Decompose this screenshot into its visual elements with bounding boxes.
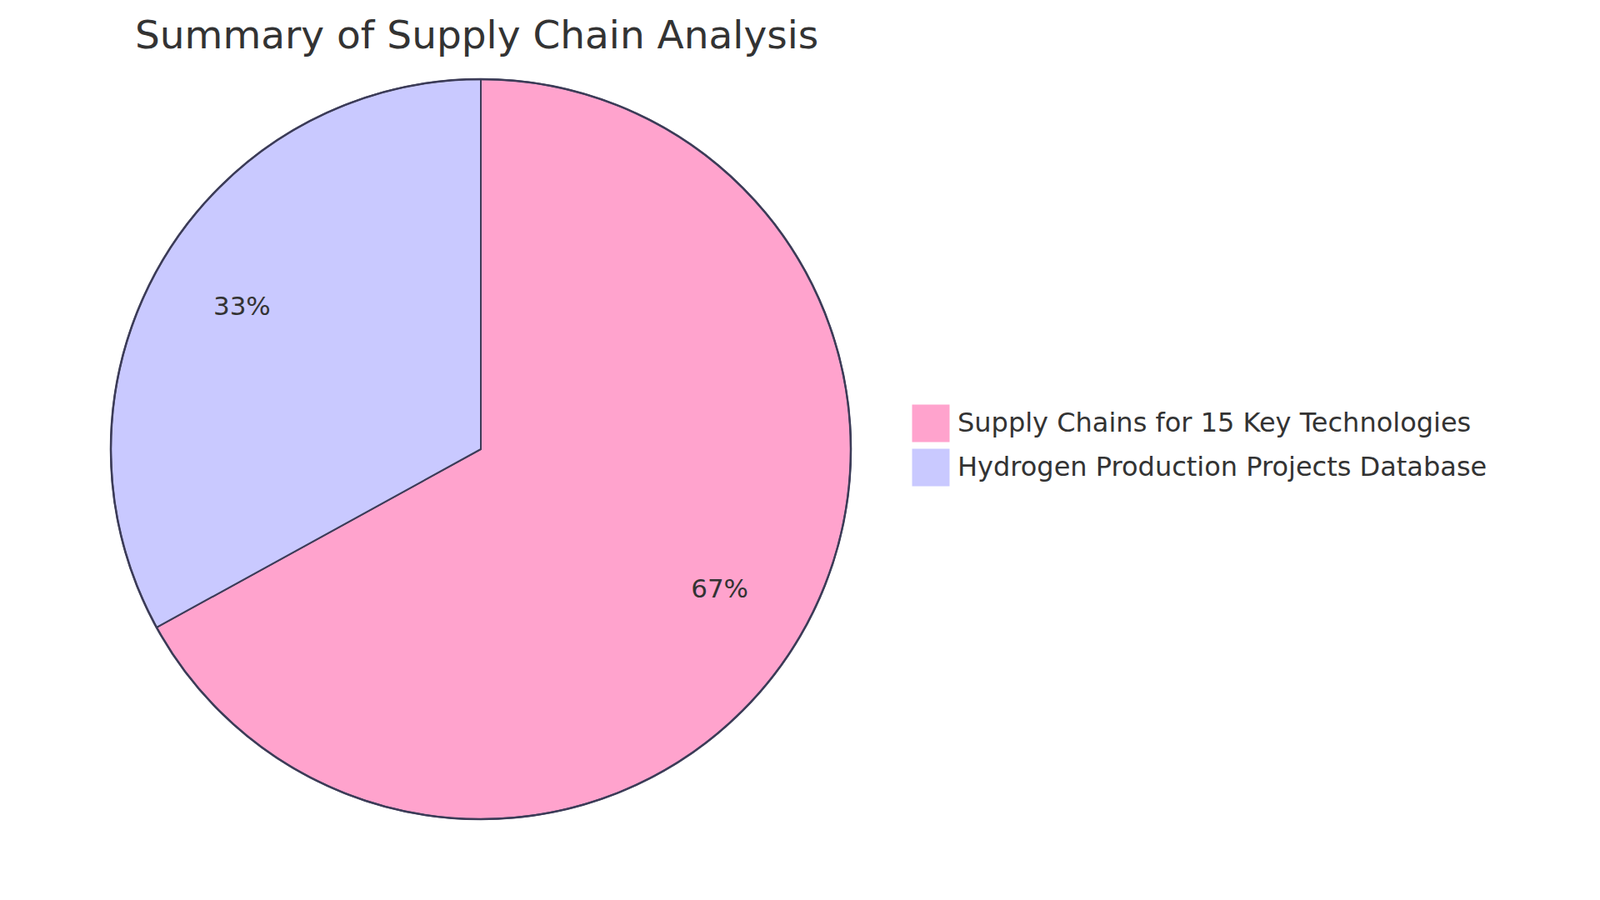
title: Summary of Supply Chain Analysis	[135, 11, 819, 58]
data-label: 67%	[690, 573, 749, 604]
data-label: 33%	[213, 290, 271, 321]
pie-outline	[110, 79, 851, 820]
legend-label: Supply Chains for 15 Key Technologies	[957, 406, 1471, 439]
legend: Supply Chains for 15 Key Technologies Hyd…	[912, 405, 1487, 486]
chart-root: Summary of Supply Chain Analysis 67% 33% Su…	[0, 0, 1600, 900]
pie-slice	[110, 79, 481, 628]
legend-label: Hydrogen Production Projects Database	[957, 450, 1487, 483]
slices	[110, 79, 851, 820]
legend-swatch	[912, 405, 950, 442]
legend-swatch	[912, 449, 950, 486]
